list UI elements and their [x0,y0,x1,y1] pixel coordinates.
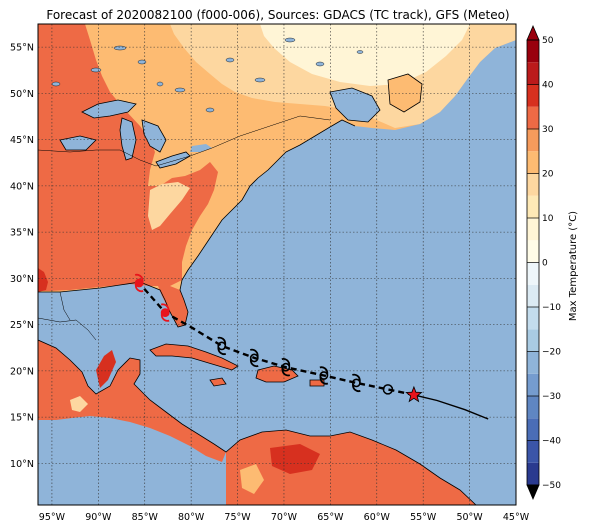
colorbar-band [527,84,539,107]
colorbar-band [527,218,539,241]
graticule [38,24,516,505]
lat-tick-label: 15°N [10,413,34,424]
colorbar-band [527,373,539,396]
lat-tick-label: 10°N [10,459,34,470]
lon-tick-label: 45°W [503,512,530,523]
tropical-storm-icon [217,336,227,356]
lake-huron [142,120,166,152]
colorbar-band [527,151,539,174]
colorbar-band [527,262,539,285]
colorbar-band [527,195,539,218]
lon-tick-label: 60°W [364,512,391,523]
low-circle-icon [382,384,394,395]
northern-lakes [51,37,364,113]
lake-ontario [190,144,212,152]
colorbar-band [527,129,539,152]
tropical-storm-icon [319,366,329,385]
colorbar-tick-label: 10 [542,214,554,224]
colorbar-tick-label: 0 [542,259,548,269]
colorbar-tick-label: 30 [542,125,554,135]
labrador-cool-region [260,24,470,86]
colorbar-band [527,284,539,307]
storm-track [134,273,489,420]
lake-superior [82,100,136,118]
map-title: Forecast of 2020082100 (f000-006), Sourc… [46,8,509,22]
lon-tick-label: 85°W [132,512,159,523]
lon-tick-label: 65°W [317,512,344,523]
mexico-central-america [38,340,226,462]
lat-tick-label: 45°N [10,135,34,146]
lake-michigan [120,118,136,160]
colorbar-band [527,106,539,129]
florida-peninsula [158,286,188,327]
lon-tick-label: 75°W [224,512,251,523]
colorbar-tick-label: −30 [542,392,561,402]
lon-tick-label: 95°W [39,512,66,523]
colorbar-band [527,307,539,330]
colorbar-tick-label: −10 [542,303,561,313]
lat-tick-label: 20°N [10,366,34,377]
hurricane-icon [160,303,170,322]
observed-track-line [138,282,415,397]
colorbar: 50 40 30 20 10 0 −10 −20 −30 −40 −50 [526,24,561,501]
colorbar-band [527,40,539,63]
colorbar-tick-label: −20 [542,348,561,358]
lake-erie [156,152,190,168]
tropical-storm-icon [281,358,291,377]
colorbar-band [527,462,539,485]
colorbar-band [527,240,539,263]
colorbar-label: Max Temperature (°C) [568,211,579,321]
lat-tick-label: 35°N [10,228,34,239]
lon-tick-label: 80°W [178,512,205,523]
colorbar-tick-label: −50 [542,481,561,491]
lat-tick-label: 50°N [10,89,34,100]
tropical-storm-icon [249,348,259,368]
map-area [38,24,516,505]
colorbar-band [527,173,539,196]
colorbar-tick-label: 40 [542,81,554,91]
lon-tick-label: 50°W [456,512,483,523]
lon-tick-label: 55°W [410,512,437,523]
gulf-of-st-lawrence [330,88,380,122]
south-america-hot-patch [270,444,320,474]
colorbar-band [527,418,539,441]
tropical-storm-icon [351,373,361,393]
appalachian-mild-band [148,182,190,230]
mexico-highlands [70,396,88,412]
colorbar-band [527,351,539,374]
country-borders [38,115,331,341]
colorbar-band [527,396,539,419]
lat-tick-label: 25°N [10,320,34,331]
colorbar-band [527,440,539,463]
colorbar-extend-max [526,24,540,41]
cuba [150,344,238,370]
lon-tick-label: 90°W [85,512,112,523]
colorbar-tick-label: 20 [542,170,554,180]
jamaica [210,378,226,386]
newfoundland [388,74,422,112]
lat-tick-label: 40°N [10,181,34,192]
colorbar-band [527,329,539,352]
colorbar-tick-label: 50 [542,36,554,46]
yucatan-hot-patch [96,350,116,388]
hurricane-icon [134,273,144,293]
lat-tick-label: 55°N [10,43,34,54]
forecast-track-line [413,394,489,420]
lat-tick-label: 30°N [10,274,34,285]
puerto-rico [310,380,324,386]
colorbar-extend-min [526,484,540,501]
andes-warm-patch [240,464,264,494]
map-axes: 95°W 90°W 85°W 80°W 75°W 70°W 65°W 60°W 55°W 50°W… [10,43,530,523]
map-frame [37,23,517,506]
texas-deep-hot-patch [38,268,48,292]
lon-tick-label: 70°W [271,512,298,523]
colorbar-tick-label: −40 [542,437,561,447]
current-position-star-icon [405,385,423,403]
colorbar-band [527,62,539,85]
